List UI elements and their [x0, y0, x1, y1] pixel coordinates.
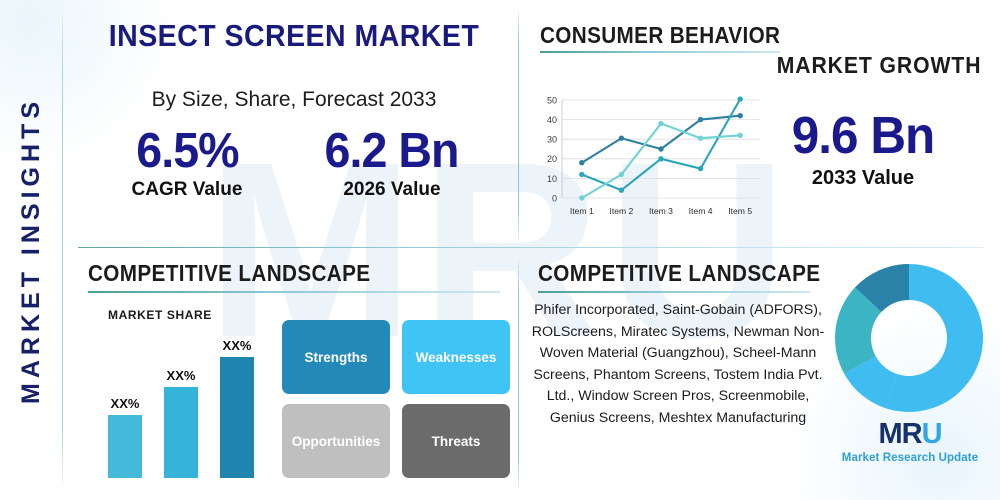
- swot-cell-threats[interactable]: Threats: [402, 404, 510, 478]
- stat-cagr-label: CAGR Value: [131, 179, 243, 201]
- stat-2026-value: 6.2 Bn: [324, 124, 460, 178]
- svg-text:Item 3: Item 3: [649, 206, 673, 216]
- market-growth-value: 9.6 Bn: [791, 107, 936, 165]
- svg-text:30: 30: [547, 135, 557, 145]
- consumer-behavior-rule: [540, 51, 780, 53]
- market-growth-label: 2033 Value: [811, 167, 915, 189]
- market-share-label: MARKET SHARE: [108, 308, 212, 322]
- logo-tagline: Market Research Update: [841, 452, 979, 464]
- bar-column: XX%: [164, 368, 198, 478]
- bar-rect: [164, 387, 198, 478]
- stat-2026-label: 2026 Value: [343, 179, 441, 201]
- vertical-divider-bottom: [518, 260, 519, 488]
- svg-text:Item 2: Item 2: [609, 206, 633, 216]
- svg-text:40: 40: [547, 115, 557, 125]
- stat-cagr-value: 6.5%: [135, 124, 239, 178]
- competitive-right-rule: [538, 291, 810, 293]
- bar-value-label: XX%: [222, 338, 252, 353]
- competitive-landscape-left-panel: COMPETITIVE LANDSCAPE MARKET SHARE XX% XX…: [70, 248, 518, 500]
- bar-column: XX%: [220, 338, 254, 478]
- competitive-left-rule: [88, 291, 500, 293]
- consumer-behavior-panel: CONSUMER BEHAVIOR MARKET GROWTH 0 10 20 30 4…: [520, 0, 998, 247]
- line-chart-svg: 0 10 20 30 40 50 Item 1 Item 2 Item 3 Item 4 Item …: [547, 95, 760, 216]
- company-list: Phifer Incorporated, Saint-Gobain (ADFOR…: [531, 302, 825, 426]
- bar-rect: [220, 357, 254, 478]
- svg-text:50: 50: [547, 95, 557, 105]
- bar-column: XX%: [108, 396, 142, 478]
- svg-text:Item 4: Item 4: [689, 206, 713, 216]
- market-share-bar-chart: XX% XX% XX%: [108, 326, 278, 478]
- competitive-landscape-right-panel: COMPETITIVE LANDSCAPE Phifer Incorporate…: [520, 248, 998, 500]
- stats-row: 6.5% CAGR Value 6.2 Bn 2026 Value: [92, 124, 502, 201]
- rail-divider: [62, 14, 63, 484]
- svg-text:0: 0: [552, 193, 557, 203]
- side-rail: MARKET INSIGHTS: [0, 0, 62, 500]
- market-share-donut-chart: [820, 254, 998, 422]
- logo-mark: MRU: [878, 418, 943, 450]
- competitive-right-heading: COMPETITIVE LANDSCAPE: [538, 260, 821, 286]
- consumer-behavior-heading: CONSUMER BEHAVIOR: [540, 22, 781, 48]
- swot-grid: Strengths Weaknesses Opportunities Threats: [282, 320, 510, 478]
- market-growth-heading: MARKET GROWTH: [776, 52, 982, 78]
- page-subtitle: By Size, Share, Forecast 2033: [151, 88, 437, 111]
- logo-mark-light: U: [921, 418, 943, 450]
- market-growth-stat: 9.6 Bn 2033 Value: [748, 110, 978, 190]
- logo-mark-dark: MR: [878, 418, 922, 450]
- swot-cell-weaknesses[interactable]: Weaknesses: [402, 320, 510, 394]
- donut-segment: [855, 264, 909, 312]
- header-panel: INSECT SCREEN MARKET By Size, Share, For…: [70, 0, 518, 247]
- bar-rect: [108, 415, 142, 478]
- side-rail-label: MARKET INSIGHTS: [16, 96, 45, 404]
- swot-cell-opportunities[interactable]: Opportunities: [282, 404, 390, 478]
- competitive-left-heading: COMPETITIVE LANDSCAPE: [88, 260, 371, 286]
- svg-text:10: 10: [547, 174, 557, 184]
- stat-cagr: 6.5% CAGR Value: [131, 124, 243, 201]
- consumer-behavior-line-chart: 0 10 20 30 40 50 Item 1 Item 2 Item 3 Item 4 Item …: [534, 92, 766, 222]
- bar-value-label: XX%: [166, 368, 196, 383]
- vertical-divider-top: [518, 12, 519, 240]
- bar-value-label: XX%: [110, 396, 140, 411]
- svg-text:Item 5: Item 5: [728, 206, 752, 216]
- donut-chart-svg: [835, 264, 983, 412]
- swot-cell-strengths[interactable]: Strengths: [282, 320, 390, 394]
- svg-text:Item 1: Item 1: [570, 206, 594, 216]
- horizontal-divider: [78, 247, 983, 248]
- page-title: INSECT SCREEN MARKET: [108, 18, 480, 53]
- brand-logo: MRU Market Research Update: [830, 418, 990, 465]
- stat-2026: 6.2 Bn 2026 Value: [321, 124, 462, 201]
- svg-text:20: 20: [547, 154, 557, 164]
